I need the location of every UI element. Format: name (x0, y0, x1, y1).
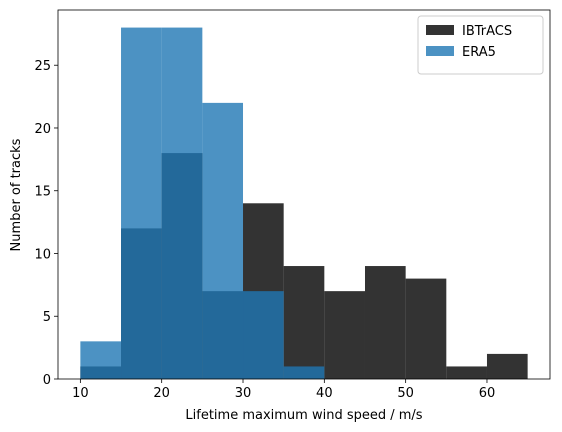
bar (80, 341, 122, 379)
bar (486, 353, 528, 379)
y-tick-label: 25 (34, 59, 51, 74)
bar (446, 366, 487, 379)
x-tick-label: 20 (153, 386, 170, 401)
x-tick-label: 50 (397, 386, 414, 401)
bar (283, 266, 325, 379)
x-axis-label: Lifetime maximum wind speed / m/s (185, 408, 422, 423)
legend-label: IBTrACS (462, 24, 512, 39)
bar (121, 27, 162, 379)
series (80, 27, 325, 379)
x-tick-label: 30 (235, 386, 252, 401)
bar (161, 27, 203, 379)
y-tick-label: 20 (34, 122, 51, 137)
bar (202, 102, 244, 379)
x-tick-label: 40 (316, 386, 333, 401)
plot-frame (57, 9, 551, 380)
bar (324, 291, 365, 379)
legend: IBTrACS ERA5 (417, 15, 544, 75)
bar (405, 278, 447, 379)
y-axis-label: Number of tracks (9, 138, 24, 251)
legend-label: ERA5 (462, 45, 496, 60)
y-tick-label: 15 (34, 185, 51, 200)
legend-swatch (426, 25, 454, 35)
bar (283, 366, 325, 379)
x-tick-label: 10 (72, 386, 89, 401)
y-tick-label: 0 (43, 373, 51, 388)
legend-swatch (426, 46, 454, 56)
x-tick-label: 60 (479, 386, 496, 401)
bar (243, 291, 284, 379)
y-tick-label: 5 (43, 310, 51, 325)
y-tick-label: 10 (34, 247, 51, 262)
bar (364, 266, 406, 379)
